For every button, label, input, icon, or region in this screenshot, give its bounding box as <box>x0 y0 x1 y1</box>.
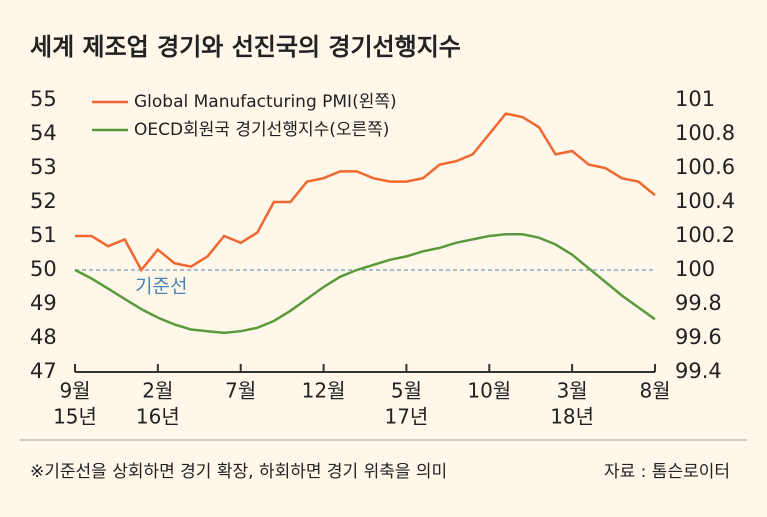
x-tick-label: 12월 <box>302 379 346 403</box>
y2-tick-label: 99.6 <box>675 325 722 349</box>
x-sublabel: 18년 <box>550 405 594 429</box>
y-tick-label: 48 <box>30 325 57 349</box>
x-tick-label: 3월 <box>557 379 588 403</box>
chart-title: 세계 제조업 경기와 선진국의 경기선행지수 <box>30 33 461 61</box>
series-line <box>75 112 656 273</box>
y2-tick-label: 100.8 <box>675 121 735 145</box>
footnote: ※기준선을 상회하면 경기 확장, 하회하면 경기 위축을 의미 <box>30 462 447 482</box>
y-tick-label: 55 <box>30 87 57 111</box>
y2-tick-label: 99.8 <box>675 291 722 315</box>
y-tick-label: 50 <box>30 257 57 281</box>
y2-tick-label: 100.4 <box>675 189 735 213</box>
x-sublabel: 17년 <box>384 405 428 429</box>
legend-label: OECD회원국 경기선행지수(오른쪽) <box>134 120 389 140</box>
x-tick-label: 10월 <box>467 379 511 403</box>
legend-label: Global Manufacturing PMI(왼쪽) <box>134 92 397 112</box>
x-sublabel: 16년 <box>136 405 180 429</box>
x-sublabel: 15년 <box>53 405 97 429</box>
y2-tick-label: 100.2 <box>675 223 735 247</box>
x-tick-label: 8월 <box>639 379 670 403</box>
y-tick-label: 47 <box>30 359 57 383</box>
y2-tick-label: 101 <box>675 87 715 111</box>
source: 자료 : 톰슨로이터 <box>604 462 730 482</box>
x-tick-label: 2월 <box>142 379 173 403</box>
y-tick-label: 54 <box>30 121 57 145</box>
y-tick-label: 52 <box>30 189 57 213</box>
y2-tick-label: 99.4 <box>675 359 722 383</box>
x-tick-label: 5월 <box>391 379 422 403</box>
y-tick-label: 53 <box>30 155 57 179</box>
reference-label: 기준선 <box>135 276 187 298</box>
x-tick-label: 9월 <box>59 379 90 403</box>
y2-tick-label: 100 <box>675 257 715 281</box>
y-tick-label: 49 <box>30 291 57 315</box>
y-tick-label: 51 <box>30 223 57 247</box>
series-line <box>74 233 656 335</box>
x-tick-label: 7월 <box>225 379 256 403</box>
y2-tick-label: 100.6 <box>675 155 735 179</box>
